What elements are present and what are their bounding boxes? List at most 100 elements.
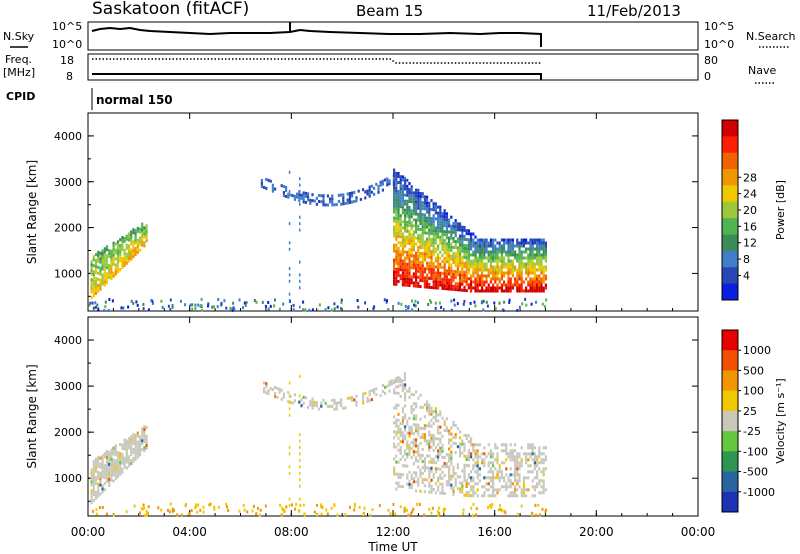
echo-cell xyxy=(403,375,406,379)
echo-cell xyxy=(472,286,475,290)
colorbar-tick-label: 1000 xyxy=(743,344,771,357)
echo-cell xyxy=(531,452,534,456)
echo-cell xyxy=(454,219,457,223)
echo-cell xyxy=(527,265,530,269)
ground-scatter-cell xyxy=(400,302,403,306)
echo-cell xyxy=(494,259,497,263)
echo-cell xyxy=(503,259,506,263)
ground-scatter-cell xyxy=(227,509,230,512)
echo-cell xyxy=(110,252,113,256)
echo-cell xyxy=(492,461,495,465)
echo-cell xyxy=(123,459,126,463)
echo-cell xyxy=(511,247,514,251)
echo-cell xyxy=(498,476,501,480)
echo-cell xyxy=(522,485,525,489)
echo-cell xyxy=(417,251,420,255)
echo-cell xyxy=(441,491,444,495)
echo-cell xyxy=(476,476,479,480)
echo-cell xyxy=(525,289,528,293)
echo-cell xyxy=(136,449,139,453)
echo-cell xyxy=(439,241,442,245)
ground-scatter-cell xyxy=(298,509,301,513)
echo-cell xyxy=(428,204,431,208)
echo-cell xyxy=(472,458,475,462)
ground-scatter-cell xyxy=(353,508,356,512)
echo-cell xyxy=(542,461,545,465)
echo-cell xyxy=(112,470,115,474)
echo-cell xyxy=(489,277,492,281)
echo-cell xyxy=(448,465,451,469)
echo-cell xyxy=(474,262,477,266)
echo-cell xyxy=(421,472,424,475)
echo-cell xyxy=(417,281,420,285)
echo-cell xyxy=(511,494,514,498)
echo-cell xyxy=(481,259,484,263)
echo-cell xyxy=(452,275,455,279)
echo-cell xyxy=(395,222,398,226)
ground-scatter-cell xyxy=(501,308,504,312)
echo-cell xyxy=(426,478,429,482)
echo-cell xyxy=(92,493,95,497)
echo-cell xyxy=(318,194,321,197)
echo-cell xyxy=(470,280,473,284)
echo-cell xyxy=(450,257,453,261)
echo-cell xyxy=(527,476,530,480)
ground-scatter-cell xyxy=(348,505,351,509)
echo-cell xyxy=(99,456,102,460)
ground-scatter-cell xyxy=(308,308,311,312)
echo-cell xyxy=(110,454,113,458)
echo-cell xyxy=(439,467,442,471)
echo-cell xyxy=(443,423,446,426)
echo-cell xyxy=(119,473,122,476)
echo-cell xyxy=(397,424,400,428)
echo-cell xyxy=(114,263,117,267)
echo-cell xyxy=(538,283,541,287)
echo-cell xyxy=(108,483,111,487)
echo-cell xyxy=(439,431,442,435)
echo-cell xyxy=(516,473,519,477)
ground-scatter-cell xyxy=(281,508,284,512)
echo-cell xyxy=(127,247,131,251)
echo-cell xyxy=(507,241,510,245)
streak-cell xyxy=(299,222,301,226)
echo-cell xyxy=(518,271,521,275)
echo-cell xyxy=(401,253,404,257)
echo-cell xyxy=(509,467,512,471)
echo-cell xyxy=(397,199,400,202)
echo-cell xyxy=(97,476,100,480)
echo-cell xyxy=(430,256,433,259)
echo-cell xyxy=(406,482,409,486)
echo-cell xyxy=(119,256,122,260)
echo-cell xyxy=(461,228,464,232)
echo-cell xyxy=(448,468,451,472)
echo-cell xyxy=(278,390,281,394)
ground-scatter-cell xyxy=(405,508,408,512)
echo-cell xyxy=(105,260,109,264)
echo-cell xyxy=(401,485,404,489)
echo-cell xyxy=(428,231,431,235)
echo-cell xyxy=(395,377,398,381)
echo-cell xyxy=(527,274,530,278)
echo-cell xyxy=(456,255,459,259)
echo-cell xyxy=(476,247,479,251)
echo-cell xyxy=(509,253,512,257)
ground-scatter-cell xyxy=(150,299,153,302)
echo-cell xyxy=(452,441,455,445)
echo-cell xyxy=(419,255,422,258)
echo-cell xyxy=(108,255,111,258)
echo-cell xyxy=(500,274,503,278)
echo-cell xyxy=(441,283,444,287)
echo-cell xyxy=(503,247,506,251)
echo-cell xyxy=(434,280,437,284)
echo-cell xyxy=(434,419,437,423)
echo-cell xyxy=(271,186,274,190)
echo-cell xyxy=(507,286,510,290)
echo-cell xyxy=(538,268,541,272)
echo-cell xyxy=(518,244,521,248)
echo-cell xyxy=(474,250,477,254)
echo-cell xyxy=(410,242,413,246)
echo-cell xyxy=(289,193,292,197)
echo-cell xyxy=(439,476,442,480)
echo-cell xyxy=(351,191,354,195)
echo-cell xyxy=(474,244,477,248)
